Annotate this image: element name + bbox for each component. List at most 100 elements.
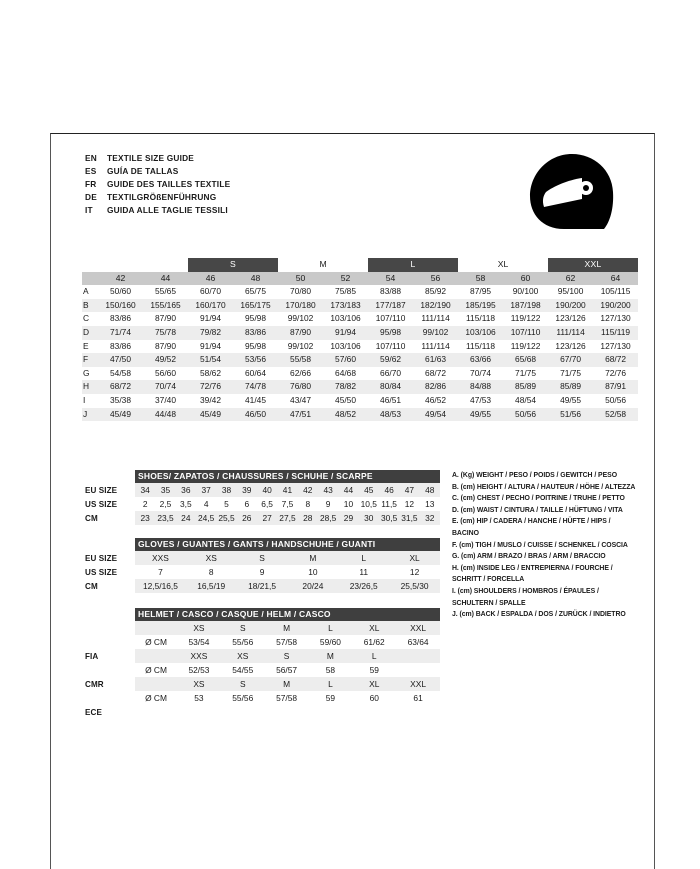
helmet-measurement-cell: 53 — [177, 691, 221, 705]
helmet-measurement-cell: 52/53 — [177, 663, 221, 677]
helmet-size-label: XXS — [177, 649, 221, 663]
measurement-cell: 80/84 — [368, 380, 414, 394]
shoes-cell: 30,5 — [378, 511, 400, 525]
measurement-cell: 83/88 — [368, 285, 414, 299]
measurement-cell: 99/102 — [278, 312, 324, 326]
gloves-row-label: US SIZE — [85, 568, 118, 577]
helmet-standard-label: FIA — [85, 652, 99, 661]
size-band-l: L — [368, 258, 459, 272]
measurement-cell: 111/114 — [548, 325, 594, 340]
shoes-cell: 24,5 — [195, 511, 217, 525]
measurement-cell: 71/75 — [503, 366, 549, 381]
measurement-cell: 107/110 — [503, 325, 549, 340]
shoes-cell: 40 — [256, 483, 278, 497]
measurement-row-label: G — [82, 366, 98, 381]
measurement-cell: 72/76 — [593, 366, 639, 381]
page-frame — [50, 133, 655, 869]
measurement-cell: 87/91 — [593, 380, 639, 394]
language-code: ES — [85, 166, 97, 177]
measurement-cell: 46/50 — [233, 407, 279, 422]
helmet-unit-spacer — [135, 649, 178, 663]
helmet-measurement-cell: 57/58 — [264, 691, 309, 705]
measurement-cell: 35/38 — [98, 393, 143, 408]
size-header-cell: 62 — [548, 271, 594, 286]
measurement-cell: 71/74 — [98, 325, 143, 340]
shoes-cell: 28,5 — [317, 511, 339, 525]
size-band-xxl: XXL — [548, 258, 639, 272]
measurement-cell: 50/56 — [593, 393, 639, 408]
measurement-cell: 58/62 — [188, 366, 233, 381]
helmet-label-spacer-row — [85, 664, 104, 678]
measurement-cell: 68/72 — [98, 380, 143, 394]
shoes-cell: 12 — [399, 497, 420, 511]
helmet-size-label: M — [264, 677, 309, 691]
measurement-cell: 70/80 — [278, 285, 324, 299]
measurement-cell: 52/58 — [593, 407, 639, 422]
measurement-cell: 79/82 — [188, 325, 233, 340]
measurement-cell: 65/75 — [233, 285, 279, 299]
table-row: B 150/160 155/165 160/170 165/175 170/180 173/… — [82, 298, 639, 313]
shoes-cell: 5 — [216, 497, 237, 511]
helmet-size-header-row: XS S M L XL XXL — [135, 621, 440, 635]
measurement-row-label: D — [82, 325, 98, 340]
shoes-cell: 13 — [419, 497, 440, 511]
helmet-standard-labels: FIA CMR ECE — [85, 636, 104, 720]
shoes-cell: 23,5 — [155, 511, 176, 525]
gloves-size-section: GLOVES / GUANTES / GANTS / HANDSCHUHE / … — [135, 538, 440, 593]
helmet-size-label: S — [220, 677, 265, 691]
measurement-cell: 68/72 — [593, 353, 639, 367]
measurement-cell: 55/65 — [143, 285, 188, 299]
shoes-cell: 43 — [317, 483, 339, 497]
shoes-cell: 23 — [135, 511, 156, 525]
measurement-cell: 83/86 — [233, 325, 279, 340]
helmet-measurement-cell: 61/62 — [352, 635, 397, 649]
measurement-cell: 49/54 — [413, 407, 459, 422]
helmet-measurement-cell: 58 — [308, 663, 353, 677]
helmet-size-section: HELMET / CASCO / CASQUE / HELM / CASCO X… — [135, 608, 440, 705]
language-title: GUIDA ALLE TAGLIE TESSILI — [107, 205, 228, 216]
language-title: TEXTILE SIZE GUIDE — [107, 153, 195, 163]
size-band-s: S — [188, 258, 279, 272]
helmet-size-label: XXL — [396, 677, 440, 691]
table-row: D 71/74 75/78 79/82 83/86 87/90 91/94 95/98 99/1… — [82, 325, 639, 340]
legend-entry: D. (cm) WAIST / CINTURA / TAILLE / HÜFTU… — [452, 506, 623, 514]
measurement-cell: 99/102 — [278, 339, 324, 354]
measurement-cell: 85/89 — [548, 380, 594, 394]
helmet-measurement-cell: 56/57 — [264, 663, 309, 677]
size-header-cell: 58 — [458, 271, 504, 286]
helmet-value-row: Ø CM 53 55/56 57/58 59 60 61 — [135, 691, 440, 705]
measurement-cell: 119/122 — [503, 339, 549, 354]
shoes-cell: 28 — [297, 511, 318, 525]
helmet-size-label: XL — [352, 677, 397, 691]
shoes-row: 2 2,5 3,5 4 5 6 6,5 7,5 8 9 10 10,5 11,5 12 13 — [135, 497, 440, 511]
measurement-cell: 95/100 — [548, 285, 594, 299]
measurement-cell: 50/56 — [503, 407, 549, 422]
size-header-cell: 60 — [503, 271, 549, 286]
measurement-cell: 103/106 — [323, 339, 369, 354]
size-header-cell: 44 — [143, 271, 188, 286]
shoes-cell: 46 — [378, 483, 400, 497]
gloves-cell: 11 — [338, 565, 390, 579]
measurement-cell: 87/90 — [143, 312, 188, 326]
size-band-row: S M L XL XXL — [82, 258, 639, 272]
size-header-cell: 46 — [188, 271, 233, 286]
gloves-row-label: CM — [85, 582, 98, 591]
table-row: I 35/38 37/40 39/42 41/45 43/47 45/50 46/51 46/5… — [82, 393, 639, 408]
helmet-size-label: XS — [220, 649, 265, 663]
shoes-table: 34 35 36 37 38 39 40 41 42 43 44 45 46 47 48 2 2,5 3,5 4 5 6… — [135, 483, 440, 525]
shoes-cell: 6 — [236, 497, 257, 511]
measurement-row-label: F — [82, 353, 98, 367]
helmet-size-label — [396, 649, 440, 663]
measurement-cell: 60/64 — [233, 366, 279, 381]
helmet-measurement-cell: 59 — [352, 663, 397, 677]
shoes-cell: 27 — [256, 511, 278, 525]
language-title: GUIDE DES TAILLES TEXTILE — [107, 179, 231, 190]
helmet-unit-cell: Ø CM — [135, 635, 178, 649]
helmet-value-row: Ø CM 53/54 55/56 57/58 59/60 61/62 63/64 — [135, 635, 440, 649]
measurement-cell: 119/122 — [503, 312, 549, 326]
measurement-row-label: H — [82, 380, 98, 394]
gloves-cell: 7 — [135, 565, 186, 579]
size-header-cell: 54 — [368, 271, 414, 286]
shoes-cell: 6,5 — [256, 497, 278, 511]
gloves-cell: 10 — [287, 565, 339, 579]
